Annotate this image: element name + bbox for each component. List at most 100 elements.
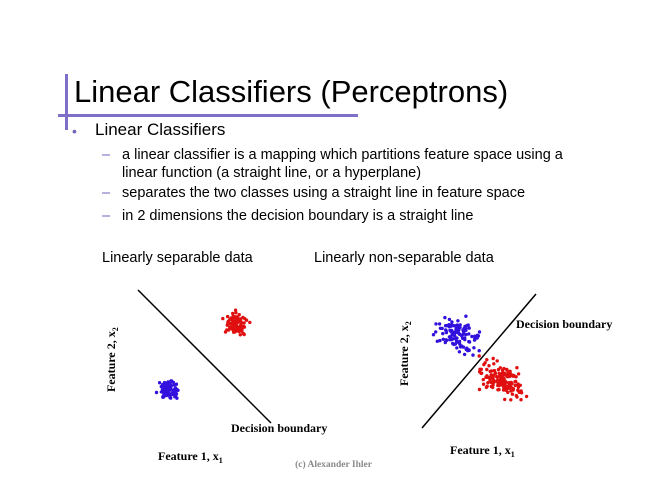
- data-point: [453, 324, 458, 328]
- title-accent-vertical: [65, 74, 68, 130]
- data-point: [434, 322, 438, 326]
- data-point: [447, 335, 452, 339]
- subbullet-dash: –: [102, 185, 111, 201]
- data-point: [242, 321, 246, 325]
- data-point: [238, 333, 242, 337]
- data-point: [508, 382, 512, 386]
- data-point: [236, 329, 240, 333]
- data-point: [233, 315, 237, 320]
- data-point: [221, 316, 225, 321]
- data-point: [506, 371, 511, 375]
- data-point: [502, 385, 506, 389]
- data-point: [496, 367, 501, 372]
- subbullet-dash: –: [102, 208, 111, 224]
- data-point: [451, 337, 455, 341]
- data-point: [226, 322, 230, 326]
- data-point: [501, 381, 505, 385]
- data-point: [159, 390, 164, 394]
- data-point: [443, 340, 447, 345]
- data-point: [453, 334, 457, 338]
- x-axis-label: Feature 1, x1: [450, 443, 515, 459]
- data-point: [172, 383, 176, 387]
- data-point: [464, 314, 468, 318]
- data-point: [456, 331, 461, 335]
- data-point: [457, 339, 462, 344]
- data-point: [169, 379, 174, 383]
- red-class-cluster: [221, 308, 252, 337]
- data-point: [462, 352, 467, 357]
- decision-boundary-line: [137, 289, 272, 424]
- data-point: [240, 329, 244, 333]
- data-point: [502, 366, 506, 371]
- data-point: [513, 383, 517, 388]
- data-point: [481, 382, 486, 386]
- data-point: [515, 395, 519, 399]
- blue-class-cluster: [431, 314, 482, 357]
- data-point: [231, 311, 235, 316]
- data-point: [476, 334, 481, 338]
- data-point: [233, 308, 238, 312]
- data-point: [479, 371, 484, 375]
- data-point: [248, 320, 252, 325]
- data-point: [509, 398, 513, 402]
- subbullet-dash: –: [102, 147, 111, 163]
- decision-boundary-label: Decision boundary: [231, 421, 327, 435]
- data-point: [477, 349, 481, 353]
- subbullet-text-line2: linear function (a straight line, or a h…: [122, 165, 422, 181]
- data-point: [445, 323, 449, 328]
- data-point: [511, 374, 515, 378]
- data-point: [516, 372, 521, 376]
- data-point: [470, 334, 474, 339]
- data-point: [448, 328, 452, 332]
- data-point: [451, 341, 455, 346]
- data-point: [473, 334, 477, 338]
- data-point: [169, 384, 173, 389]
- decision-boundary-label: Decision boundary: [516, 317, 612, 331]
- subbullet-text-line1: a linear classifier is a mapping which p…: [122, 147, 563, 163]
- data-point: [491, 356, 495, 361]
- caption-separable: Linearly separable data: [102, 250, 253, 266]
- data-point: [491, 383, 495, 387]
- data-point: [435, 339, 439, 343]
- data-point: [491, 385, 495, 390]
- data-point: [455, 346, 459, 350]
- data-point: [477, 387, 482, 392]
- data-point: [467, 326, 471, 330]
- data-point: [166, 386, 170, 390]
- data-point: [453, 342, 458, 346]
- data-point: [241, 315, 245, 320]
- data-point: [444, 330, 449, 335]
- data-point: [174, 392, 179, 396]
- data-point: [447, 317, 452, 322]
- subbullet-separates: – separates the two classes using a strai…: [102, 184, 525, 202]
- data-point: [464, 328, 468, 332]
- data-point: [463, 337, 467, 342]
- data-point: [471, 353, 475, 357]
- data-point: [231, 325, 235, 329]
- data-point: [503, 373, 508, 377]
- data-point: [172, 387, 177, 391]
- data-point: [462, 332, 466, 336]
- data-point: [485, 384, 489, 388]
- slide-title: Linear Classifiers (Perceptrons): [74, 74, 509, 109]
- x-axis-label: Feature 1, x1: [158, 449, 223, 465]
- data-point: [493, 371, 497, 375]
- data-point: [497, 383, 501, 388]
- data-point: [444, 338, 448, 342]
- data-point: [438, 338, 442, 343]
- data-point: [491, 374, 495, 379]
- subbullet-mapping: – a linear classifier is a mapping which …: [102, 146, 563, 182]
- data-point: [519, 398, 523, 402]
- data-point: [154, 390, 159, 395]
- data-point: [230, 321, 234, 326]
- data-point: [431, 333, 436, 337]
- data-point: [487, 364, 491, 368]
- data-point: [473, 337, 477, 341]
- data-point: [495, 359, 499, 363]
- title-accent-horizontal: [58, 114, 358, 117]
- data-point: [159, 384, 163, 389]
- data-point: [524, 394, 529, 399]
- data-point: [450, 330, 455, 334]
- data-point: [166, 380, 170, 384]
- data-point: [450, 320, 454, 324]
